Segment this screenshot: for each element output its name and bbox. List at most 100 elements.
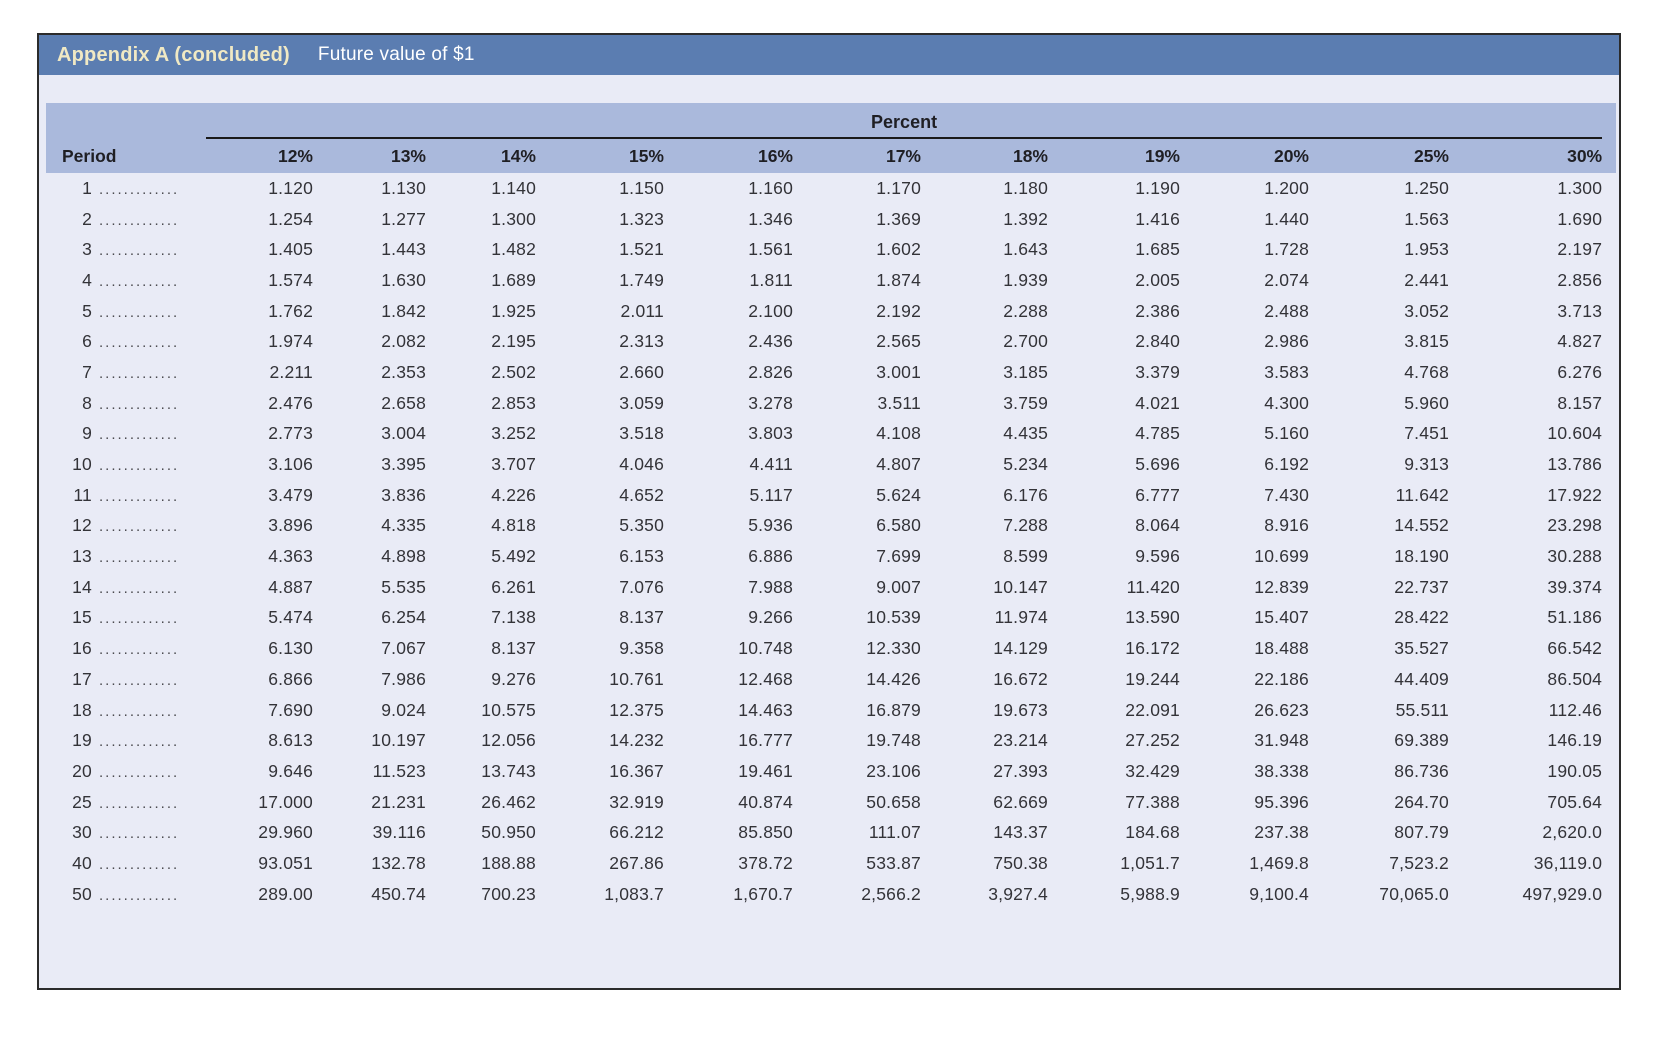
value-cell: 1.630 <box>381 269 426 290</box>
value-cell: 62.669 <box>993 791 1048 812</box>
value-cell: 10.539 <box>866 607 921 628</box>
period-number: 7 <box>82 361 92 382</box>
value-cell: 1.277 <box>381 208 426 229</box>
period-number: 6 <box>82 331 92 352</box>
value-cell: 10.748 <box>738 638 793 659</box>
table-row: 25......................................… <box>46 787 1616 818</box>
value-cell: 14.232 <box>609 730 664 751</box>
value-cell: 5.696 <box>1135 454 1180 475</box>
value-cell: 36,119.0 <box>1533 852 1603 873</box>
value-cell: 7.699 <box>876 546 921 567</box>
period-number: 20 <box>72 760 92 781</box>
value-cell: 190.05 <box>1547 760 1603 781</box>
value-cell: 32.429 <box>1125 760 1180 781</box>
value-cell: 11.974 <box>994 607 1048 628</box>
value-cell: 10.604 <box>1547 423 1603 444</box>
value-cell: 7.288 <box>1003 515 1048 536</box>
period-number: 5 <box>82 300 92 321</box>
title-bar: Appendix A (concluded) Future value of $… <box>39 35 1619 75</box>
value-cell: 11.642 <box>1395 484 1449 505</box>
value-cell: 1.874 <box>876 269 921 290</box>
value-cell: 267.86 <box>609 852 664 873</box>
percent-column-header: 25% <box>1413 145 1449 166</box>
value-cell: 5.474 <box>268 607 313 628</box>
value-cell: 1.254 <box>268 208 313 229</box>
value-cell: 6.777 <box>1135 484 1180 505</box>
value-cell: 9.276 <box>491 668 536 689</box>
value-cell: 1.150 <box>619 177 664 198</box>
value-cell: 7.430 <box>1264 484 1309 505</box>
value-cell: 4.300 <box>1264 392 1309 413</box>
value-cell: 40.874 <box>738 791 793 812</box>
period-cell: 6.......................................… <box>46 326 206 357</box>
value-cell: 4.818 <box>491 515 536 536</box>
value-cell: 16.672 <box>993 668 1048 689</box>
value-cell: 2.565 <box>876 331 921 352</box>
value-cell: 50.950 <box>481 822 536 843</box>
value-cell: 21.231 <box>371 791 426 812</box>
dot-leader: ........................................… <box>99 364 178 382</box>
value-cell: 2.986 <box>1264 331 1309 352</box>
value-cell: 9,100.4 <box>1249 883 1309 904</box>
value-cell: 39.116 <box>372 822 426 843</box>
value-cell: 1.250 <box>1404 177 1449 198</box>
value-cell: 378.72 <box>738 852 793 873</box>
value-cell: 750.38 <box>993 852 1048 873</box>
table-row: 17......................................… <box>46 664 1616 695</box>
value-cell: 3.004 <box>381 423 426 444</box>
period-number: 18 <box>72 699 92 720</box>
dot-leader: ........................................… <box>99 733 178 751</box>
value-cell: 13.590 <box>1125 607 1180 628</box>
value-cell: 14.463 <box>738 699 793 720</box>
value-cell: 1.939 <box>1003 269 1048 290</box>
value-cell: 1.521 <box>619 239 664 260</box>
value-cell: 1.180 <box>1003 177 1048 198</box>
period-number: 2 <box>82 208 92 229</box>
period-number: 1 <box>82 177 92 198</box>
value-cell: 1.443 <box>381 239 426 260</box>
value-cell: 4.435 <box>1003 423 1048 444</box>
period-number: 19 <box>72 730 92 751</box>
table-row: 40......................................… <box>46 848 1616 879</box>
period-cell: 2.......................................… <box>46 204 206 235</box>
value-cell: 1.685 <box>1135 239 1180 260</box>
value-cell: 4.021 <box>1135 392 1180 413</box>
dot-leader: ........................................… <box>99 610 178 628</box>
value-cell: 3.815 <box>1404 331 1449 352</box>
table-row: 8.......................................… <box>46 388 1616 419</box>
value-cell: 32.919 <box>609 791 664 812</box>
value-cell: 86.736 <box>1394 760 1449 781</box>
period-number: 11 <box>73 484 92 505</box>
table-row: 9.......................................… <box>46 419 1616 450</box>
value-cell: 6.261 <box>491 576 536 597</box>
value-cell: 14.129 <box>993 638 1048 659</box>
value-cell: 12.375 <box>609 699 664 720</box>
period-cell: 50......................................… <box>46 879 206 910</box>
period-number: 15 <box>72 607 92 628</box>
value-cell: 6.153 <box>619 546 664 567</box>
value-cell: 4.898 <box>381 546 426 567</box>
value-cell: 4.652 <box>619 484 664 505</box>
value-cell: 2.441 <box>1404 269 1449 290</box>
percent-column-header: 20% <box>1273 145 1309 166</box>
value-cell: 4.335 <box>381 515 426 536</box>
value-cell: 188.88 <box>481 852 536 873</box>
dot-leader: ........................................… <box>99 794 178 812</box>
value-cell: 16.367 <box>609 760 664 781</box>
value-cell: 27.252 <box>1125 730 1180 751</box>
period-column-header: Period <box>62 145 117 166</box>
value-cell: 2.082 <box>381 331 426 352</box>
value-cell: 17.922 <box>1547 484 1603 505</box>
value-cell: 2.100 <box>748 300 793 321</box>
table-row: 2.......................................… <box>46 204 1616 235</box>
value-cell: 5.492 <box>491 546 536 567</box>
dot-leader: ........................................… <box>99 487 178 505</box>
value-cell: 17.000 <box>258 791 313 812</box>
value-cell: 5.117 <box>749 484 793 505</box>
period-number: 17 <box>72 668 92 689</box>
value-cell: 1.689 <box>491 269 536 290</box>
value-cell: 16.172 <box>1125 638 1180 659</box>
value-cell: 4.363 <box>268 546 313 567</box>
period-cell: 9.......................................… <box>46 419 206 450</box>
value-cell: 2.011 <box>620 300 664 321</box>
